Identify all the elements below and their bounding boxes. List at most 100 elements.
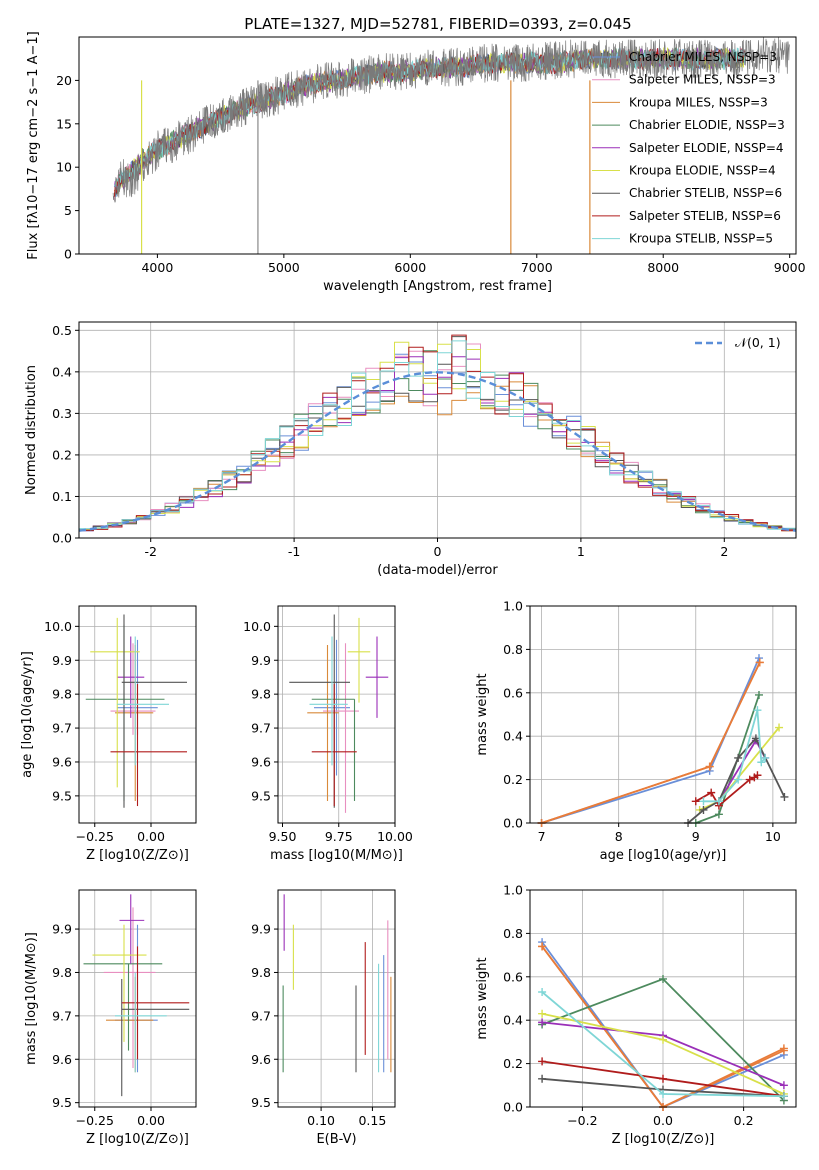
mass-weight-lines — [537, 654, 789, 827]
series-marker — [538, 987, 547, 996]
series-marker — [761, 753, 770, 762]
series-marker — [755, 658, 764, 667]
series-marker — [538, 1009, 547, 1018]
y-tick-label: 0 — [64, 247, 72, 262]
series-marker — [691, 797, 700, 806]
x-tick-label: 10.00 — [377, 829, 413, 844]
plot-frame — [78, 36, 797, 255]
x-tick-label: 7000 — [521, 260, 553, 275]
y-tick-label: 0.8 — [503, 926, 523, 941]
y-axis-label: mass weight — [475, 957, 490, 1039]
x-axis-label: wavelength [Angstrom, rest frame] — [323, 279, 552, 294]
series-marker — [538, 1057, 547, 1066]
x-tick-label: 0.10 — [307, 1113, 335, 1128]
y-axis-label: Normed distribution — [24, 365, 39, 495]
legend-label: 𝒩(0, 1) — [735, 335, 781, 350]
x-tick-label: 0 — [434, 544, 442, 559]
x-tick-label: 6000 — [394, 260, 426, 275]
x-axis-label: Z [log10(Z/Z⊙)] — [86, 848, 189, 863]
y-tick-label: 9.9 — [52, 653, 72, 668]
y-tick-label: 9.5 — [251, 1095, 271, 1110]
y-tick-label: 9.6 — [251, 754, 271, 769]
x-tick-label: 0.15 — [358, 1113, 386, 1128]
y-tick-label: 10 — [56, 160, 72, 175]
series-marker — [734, 753, 743, 762]
y-tick-label: 9.8 — [251, 687, 271, 702]
y-tick-label: 9.7 — [52, 1008, 72, 1023]
series-marker — [714, 810, 723, 819]
x-tick-label: 1 — [577, 544, 585, 559]
series-marker — [714, 797, 723, 806]
errorbars — [282, 894, 392, 1073]
y-tick-label: 9.6 — [52, 754, 72, 769]
y-tick-label: 9.9 — [251, 653, 271, 668]
plot-frame — [78, 889, 197, 1108]
figure-title: PLATE=1327, MJD=52781, FIBERID=0393, z=0… — [244, 15, 631, 33]
y-tick-label: 9.9 — [251, 922, 271, 937]
y-tick-label: 20 — [56, 73, 72, 88]
x-tick-label: 0.0 — [653, 1113, 673, 1128]
y-tick-label: 9.6 — [251, 1052, 271, 1067]
series-marker — [538, 1018, 547, 1027]
y-tick-label: 15 — [56, 116, 72, 131]
x-tick-label: 0.2 — [734, 1113, 754, 1128]
y-tick-label: 0.6 — [503, 685, 523, 700]
series-marker — [659, 974, 667, 983]
y-tick-label: 0.2 — [503, 772, 523, 787]
series-marker — [707, 788, 716, 797]
x-tick-label: -2 — [144, 544, 156, 559]
y-tick-label: 0.5 — [52, 323, 72, 338]
series-marker — [754, 654, 763, 663]
y-tick-label: 9.8 — [251, 965, 271, 980]
plot-frame — [78, 321, 797, 539]
legend-label: Kroupa MILES, NSSP=3 — [629, 95, 768, 109]
y-tick-label: 9.9 — [52, 922, 72, 937]
y-tick-label: 0.4 — [503, 1013, 523, 1028]
y-tick-label: 9.5 — [251, 788, 271, 803]
series-line-chabrier-elodie — [695, 694, 760, 824]
legend-label: Salpeter MILES, NSSP=3 — [629, 73, 776, 87]
x-tick-label: 2 — [720, 544, 728, 559]
histograms — [79, 334, 796, 538]
plot-frame — [529, 605, 797, 824]
y-tick-label: 9.7 — [251, 1008, 271, 1023]
y-axis-label: Flux [fλ10−17 erg cm−2 s−1 A−1] — [26, 31, 41, 259]
y-tick-label: 10.0 — [44, 619, 72, 634]
y-tick-label: 0.2 — [52, 447, 72, 462]
x-axis-label: Z [log10(Z/Z⊙)] — [612, 1132, 715, 1147]
series-marker — [753, 771, 762, 780]
series-marker — [780, 792, 789, 801]
series-marker — [779, 1092, 788, 1101]
x-tick-label: −0.25 — [76, 829, 114, 844]
x-tick-label: 8000 — [647, 260, 679, 275]
x-tick-label: 10 — [765, 829, 781, 844]
x-tick-label: 9.50 — [269, 829, 297, 844]
y-tick-label: 1.0 — [503, 599, 523, 614]
plot-frame — [277, 605, 396, 824]
y-tick-label: 1.0 — [503, 883, 523, 898]
y-tick-label: 9.5 — [52, 788, 72, 803]
x-axis-label: (data-model)/error — [377, 563, 498, 578]
y-tick-label: 0.6 — [503, 969, 523, 984]
x-tick-label: -1 — [288, 544, 300, 559]
legend-label: Salpeter ELODIE, NSSP=4 — [629, 141, 784, 155]
legend-label: Chabrier ELODIE, NSSP=3 — [629, 118, 785, 132]
x-tick-label: 9.75 — [325, 829, 353, 844]
y-tick-label: 0.8 — [503, 642, 523, 657]
series-marker — [538, 942, 547, 951]
x-tick-label: 4000 — [141, 260, 173, 275]
series-marker — [779, 1081, 788, 1090]
y-tick-label: 0.0 — [52, 531, 72, 546]
y-tick-label: 5 — [64, 203, 72, 218]
x-axis-label: E(B-V) — [316, 1132, 356, 1147]
x-tick-label: 9000 — [774, 260, 806, 275]
x-tick-label: −0.25 — [76, 1113, 114, 1128]
plot-frame — [529, 889, 797, 1108]
normal-curve — [79, 371, 796, 532]
y-tick-label: 0.0 — [503, 816, 523, 831]
errorbars — [83, 894, 190, 1097]
y-tick-label: 9.8 — [52, 687, 72, 702]
x-tick-label: 0.00 — [137, 1113, 165, 1128]
x-tick-label: −0.2 — [567, 1113, 597, 1128]
